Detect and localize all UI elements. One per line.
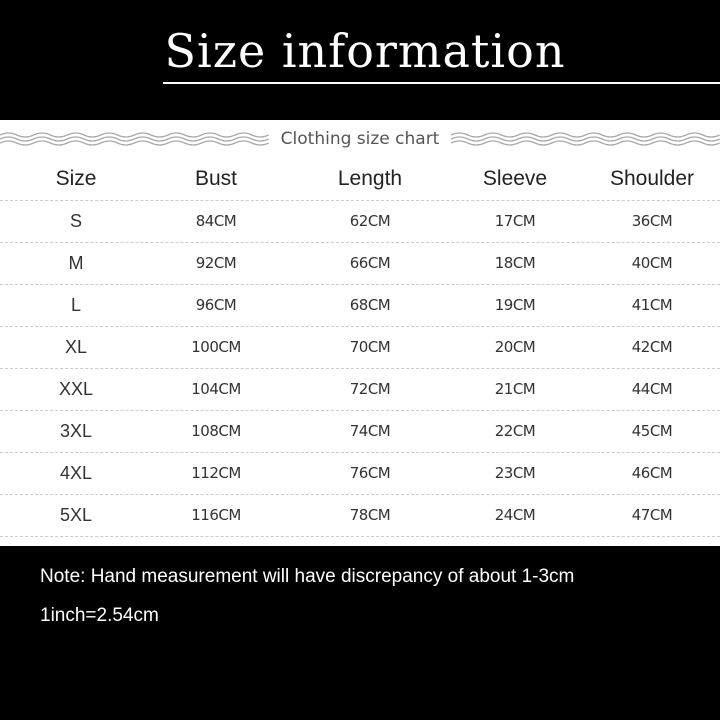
header-shoulder: Shoulder — [609, 167, 695, 190]
cell-sleeve: 23CM — [494, 464, 536, 482]
cell-size: L — [70, 295, 82, 315]
table-row: XL 100CM 70CM 20CM 42CM — [0, 326, 720, 369]
cell-shoulder: 45CM — [631, 422, 673, 440]
caption-row: Clothing size chart — [0, 126, 720, 152]
cell-bust: 96CM — [195, 296, 237, 314]
table-header-row: Size Bust Length Sleeve Shoulder — [0, 158, 720, 201]
wave-decoration-left — [0, 132, 269, 146]
table-row: XXL 104CM 72CM 21CM 44CM — [0, 368, 720, 411]
table-row: 4XL 112CM 76CM 23CM 46CM — [0, 452, 720, 495]
chart-caption: Clothing size chart — [280, 129, 440, 149]
cell-sleeve: 17CM — [494, 212, 536, 230]
cell-sleeve: 24CM — [494, 506, 536, 524]
cell-size: S — [69, 211, 83, 231]
cell-bust: 108CM — [191, 422, 241, 440]
cell-size: M — [68, 253, 84, 273]
cell-shoulder: 47CM — [631, 506, 673, 524]
table-row: 5XL 116CM 78CM 24CM 47CM — [0, 494, 720, 537]
header-bust: Bust — [194, 167, 238, 190]
table-row: M 92CM 66CM 18CM 40CM — [0, 242, 720, 285]
cell-length: 72CM — [349, 380, 391, 398]
cell-sleeve: 20CM — [494, 338, 536, 356]
cell-length: 68CM — [349, 296, 391, 314]
cell-bust: 100CM — [191, 338, 241, 356]
cell-bust: 112CM — [191, 464, 241, 482]
cell-shoulder: 36CM — [631, 212, 673, 230]
cell-size: 3XL — [59, 421, 93, 441]
page-title: Size information — [164, 24, 566, 78]
table-row: L 96CM 68CM 19CM 41CM — [0, 284, 720, 327]
cell-sleeve: 22CM — [494, 422, 536, 440]
header-length: Length — [337, 167, 403, 190]
cell-bust: 92CM — [195, 254, 237, 272]
cell-shoulder: 46CM — [631, 464, 673, 482]
cell-size: 5XL — [59, 505, 93, 525]
table-row: 3XL 108CM 74CM 22CM 45CM — [0, 410, 720, 453]
cell-size: XXL — [58, 379, 94, 399]
table-row: S 84CM 62CM 17CM 36CM — [0, 200, 720, 243]
cell-sleeve: 18CM — [494, 254, 536, 272]
size-chart: Clothing size chart Size Bust Length Sleeve… — [0, 120, 720, 546]
cell-bust: 84CM — [195, 212, 237, 230]
cell-length: 74CM — [349, 422, 391, 440]
note-discrepancy: Note: Hand measurement will have discrep… — [40, 566, 575, 587]
cell-shoulder: 42CM — [631, 338, 673, 356]
cell-shoulder: 40CM — [631, 254, 673, 272]
cell-length: 66CM — [349, 254, 391, 272]
cell-shoulder: 41CM — [631, 296, 673, 314]
cell-sleeve: 21CM — [494, 380, 536, 398]
header-sleeve: Sleeve — [482, 167, 548, 190]
title-underline — [163, 82, 720, 84]
cell-length: 78CM — [349, 506, 391, 524]
cell-bust: 116CM — [191, 506, 241, 524]
cell-length: 70CM — [349, 338, 391, 356]
wave-decoration-right — [451, 132, 720, 146]
cell-sleeve: 19CM — [494, 296, 536, 314]
cell-length: 62CM — [349, 212, 391, 230]
cell-size: XL — [64, 337, 88, 357]
note-inch-conversion: 1inch=2.54cm — [40, 605, 159, 626]
cell-bust: 104CM — [191, 380, 241, 398]
cell-length: 76CM — [349, 464, 391, 482]
cell-size: 4XL — [59, 463, 93, 483]
header-size: Size — [55, 167, 97, 190]
cell-shoulder: 44CM — [631, 380, 673, 398]
